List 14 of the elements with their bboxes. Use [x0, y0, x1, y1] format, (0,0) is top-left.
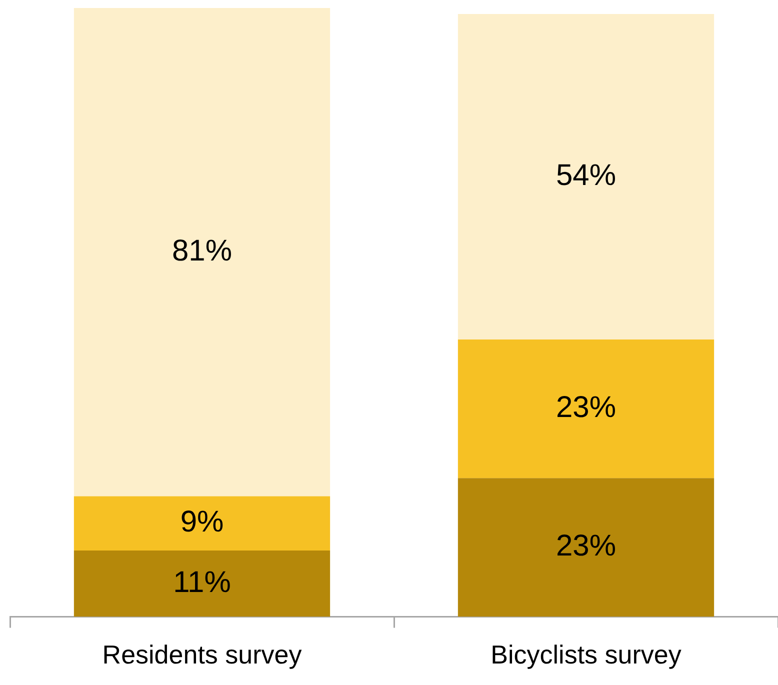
bar — [458, 340, 714, 478]
bar — [74, 550, 330, 617]
bar — [74, 496, 330, 550]
data-label: 23% — [556, 530, 616, 563]
x-tick-label: Bicyclists survey — [490, 640, 682, 670]
x-tick-label: Residents survey — [102, 640, 302, 670]
data-label: 54% — [556, 159, 616, 192]
data-label: 81% — [172, 234, 232, 268]
bar — [458, 14, 714, 340]
data-label: 11% — [173, 566, 231, 599]
data-label: 23% — [556, 391, 616, 424]
data-label: 9% — [180, 506, 224, 539]
bar — [74, 8, 330, 496]
bar — [458, 478, 714, 617]
